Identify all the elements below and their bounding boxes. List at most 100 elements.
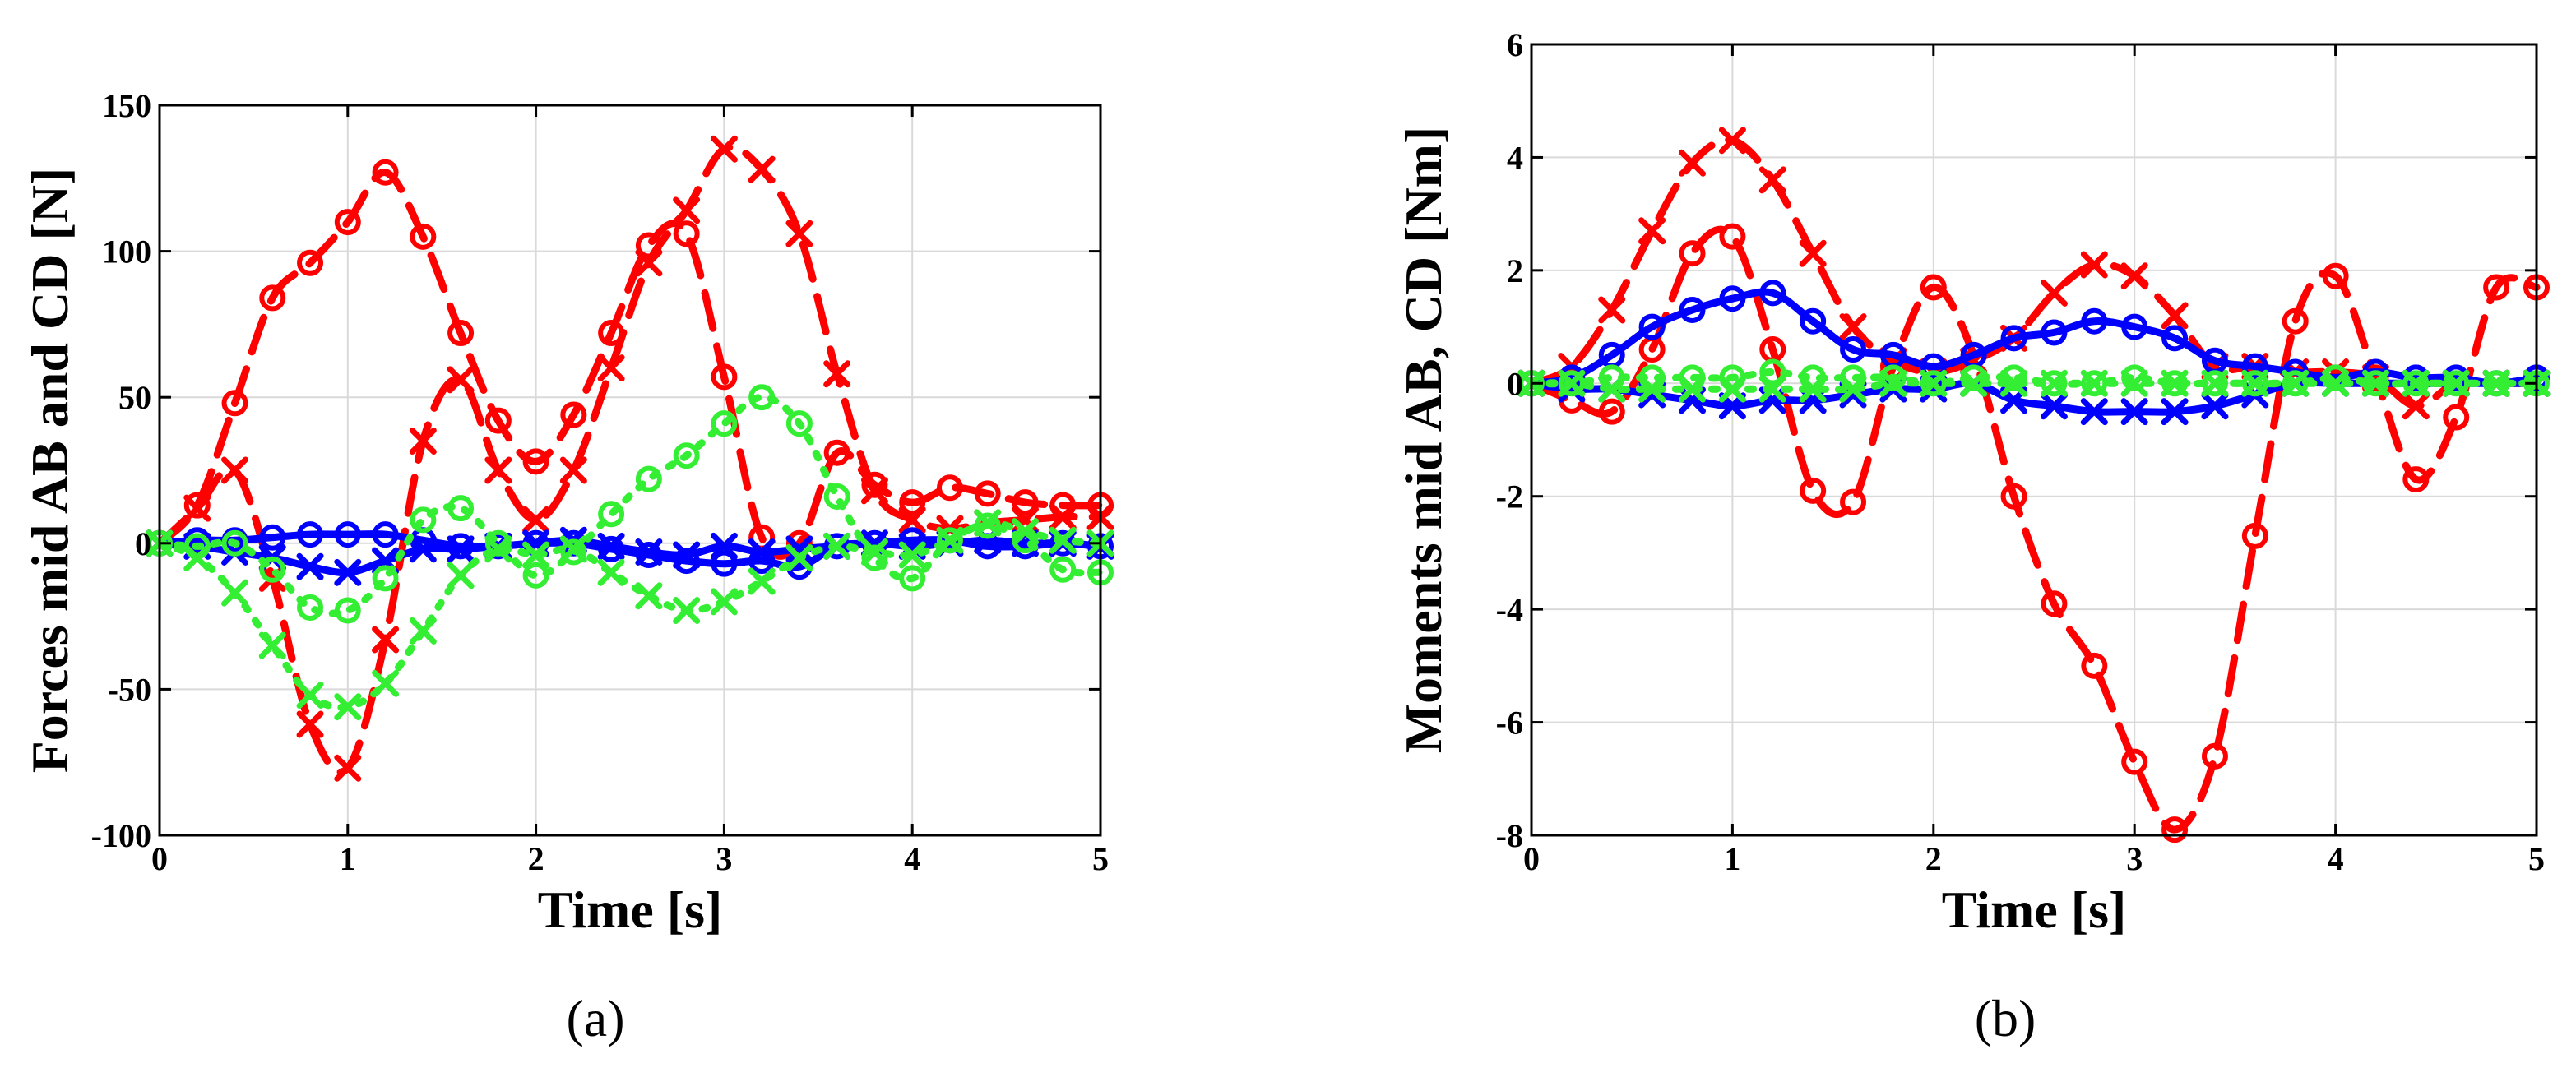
data-point-circle [1920,353,1947,380]
data-point-cross [673,596,701,624]
data-point-cross [710,135,738,163]
data-point-circle [522,448,549,475]
x-tick-label: 0 [1523,840,1540,877]
x-axis-label: Time [s] [1942,881,2127,939]
data-point-circle [297,521,324,548]
data-point-cross [748,567,776,595]
x-tick-label: 3 [716,840,732,877]
y-tick-label: 2 [1507,252,1523,289]
data-point-circle [1719,285,1746,312]
data-point-circle [673,220,700,247]
y-tick-label: 100 [102,233,151,270]
data-point-circle [1800,307,1827,335]
data-point-cross [1920,369,1948,397]
data-point-cross [183,494,211,522]
data-point-circle [899,565,926,592]
data-point-circle [334,209,361,236]
data-point-cross [785,535,813,563]
data-point-circle [484,529,512,557]
data-point-cross [1839,375,1867,403]
data-point-cross [334,558,362,586]
data-point-cross [1679,375,1707,403]
data-point-circle [1840,336,1867,363]
data-point-cross [296,682,324,710]
data-point-cross [409,535,437,563]
data-point-cross [2241,369,2269,397]
data-point-cross [258,631,286,659]
data-point-cross [597,558,625,586]
data-point-cross [334,693,362,721]
data-point-cross [898,541,926,569]
data-point-circle [372,565,399,592]
data-point-cross [2442,369,2470,397]
data-point-cross [2161,369,2189,397]
data-point-cross [1598,296,1626,324]
data-point-circle [2121,364,2148,391]
data-point-cross [484,456,512,484]
data-point-cross [1879,369,1907,397]
data-point-circle [1049,556,1077,583]
data-point-cross [710,588,738,616]
data-point-cross [823,532,851,560]
data-point-circle [2000,483,2027,510]
series-line [1527,368,2541,388]
data-point-circle [183,492,211,519]
data-point-cross [2482,369,2510,397]
data-point-cross [559,535,587,563]
data-point-circle [785,410,813,437]
axes-frame [158,104,1102,837]
data-point-cross [597,532,625,560]
x-tick-label: 1 [340,840,356,877]
x-axis-label: Time [s] [538,881,723,939]
data-point-circle [899,489,926,516]
data-point-cross [1758,166,1786,194]
data-point-circle [823,439,850,466]
y-axis-label: Moments mid AB, CD [Nm] [1394,127,1452,754]
x-tick-label: 5 [1092,840,1109,877]
data-point-circle [1719,223,1746,250]
data-point-circle [334,597,361,624]
y-tick-label: 50 [118,379,151,416]
y-tick-label: 0 [135,525,151,562]
series-line [1527,225,2541,834]
y-tick-label: -4 [1496,591,1523,628]
data-point-circle [2402,466,2430,493]
data-point-cross [559,456,587,484]
data-point-circle [2201,742,2228,770]
data-point-circle [2161,325,2189,352]
data-point-circle [936,474,963,502]
panel-caption: (b) [1975,989,2036,1047]
x-tick-label: 2 [528,840,544,877]
data-point-cross [1049,503,1077,531]
data-point-circle [2121,748,2148,775]
data-point-cross [2120,398,2148,426]
data-point-cross [1718,375,1746,403]
data-point-circle [936,527,963,554]
data-point-circle [1679,296,1706,323]
data-point-cross [2040,392,2068,420]
data-point-circle [2081,307,2108,335]
data-point-circle [2000,364,2027,391]
data-point-circle [2041,590,2068,617]
data-point-cross [409,617,437,645]
data-point-circle [598,501,625,528]
y-tick-label: -100 [91,817,151,854]
data-point-circle [861,544,888,571]
series-line [155,393,1105,617]
data-point-cross [1799,375,1827,403]
data-point-cross [635,582,663,610]
data-point-circle [2121,313,2148,340]
data-point-circle [974,480,1001,507]
data-point-circle [1759,280,1786,307]
data-point-cross [522,541,550,569]
data-point-cross [2000,369,2028,397]
data-point-cross [2201,369,2229,397]
data-point-cross [1558,369,1586,397]
y-axis-label: Forces mid AB and CD [N] [21,168,79,774]
data-point-circle [711,363,738,391]
data-point-circle [372,521,399,548]
data-point-cross [2120,369,2148,397]
data-point-circle [711,550,738,577]
data-point-circle [2322,364,2349,391]
data-point-cross [484,535,512,563]
